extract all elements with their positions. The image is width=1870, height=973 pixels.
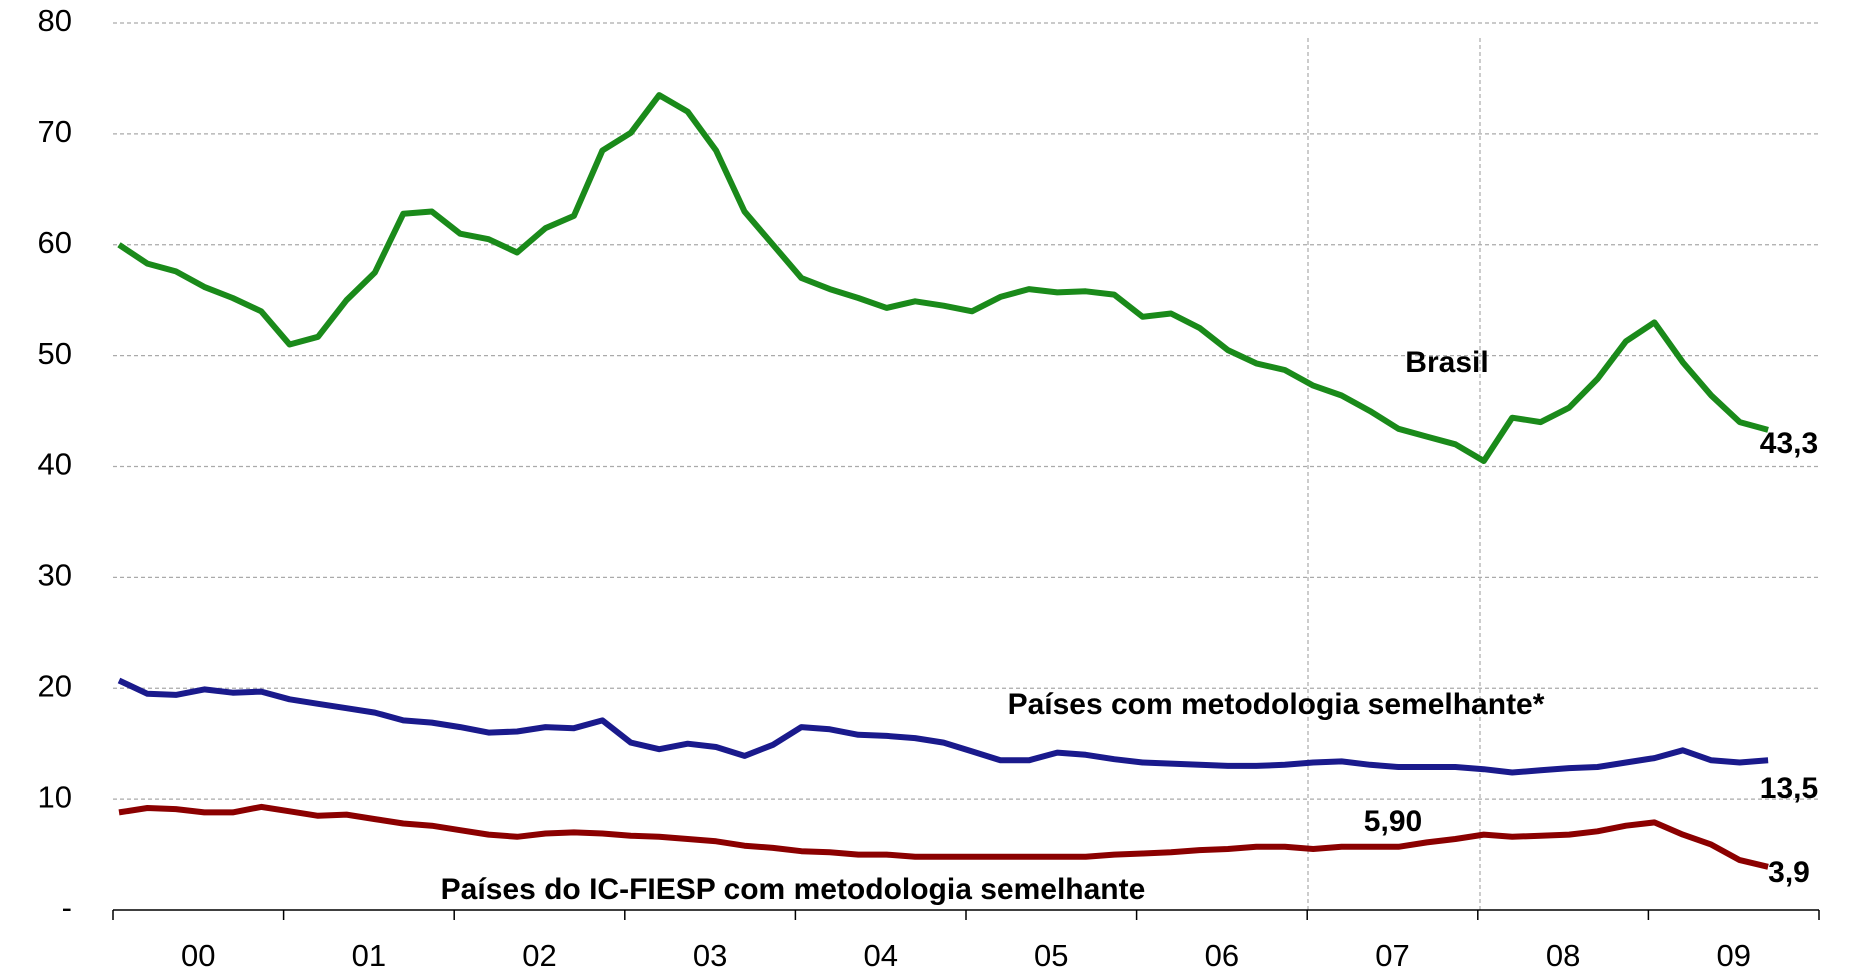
y-tick-label: 10 <box>38 779 72 814</box>
series-line <box>118 803 1769 870</box>
x-tick-label: 01 <box>352 938 386 973</box>
y-tick-label: 70 <box>38 114 72 149</box>
x-tick-label: 03 <box>693 938 727 973</box>
x-tick-label: 07 <box>1375 938 1409 973</box>
y-tick-label: 20 <box>38 668 72 703</box>
x-tick-label: 09 <box>1716 938 1750 973</box>
y-tick-label: 40 <box>38 447 72 482</box>
series-label: Brasil <box>1405 346 1488 379</box>
series-line <box>117 677 1769 776</box>
value-label: 13,5 <box>1760 772 1818 805</box>
x-tick-label: 05 <box>1034 938 1068 973</box>
x-tick-label: 00 <box>181 938 215 973</box>
value-label: 3,9 <box>1768 856 1810 889</box>
x-tick-label: 04 <box>863 938 897 973</box>
y-tick-label: 30 <box>38 558 72 593</box>
series-label: Países do IC-FIESP com metodologia semel… <box>441 873 1146 906</box>
y-tick-label: 50 <box>38 336 72 371</box>
y-tick-label: 60 <box>38 225 72 260</box>
x-tick-label: 08 <box>1546 938 1580 973</box>
y-tick-label: - <box>62 890 72 925</box>
value-label: 43,3 <box>1760 427 1818 460</box>
annotation: 5,90 <box>1364 805 1422 838</box>
x-tick-label: 02 <box>522 938 556 973</box>
series-label: Países com metodologia semelhante* <box>1008 688 1545 721</box>
x-tick-label: 06 <box>1205 938 1239 973</box>
series-line <box>117 92 1769 464</box>
y-tick-label: 80 <box>38 3 72 38</box>
